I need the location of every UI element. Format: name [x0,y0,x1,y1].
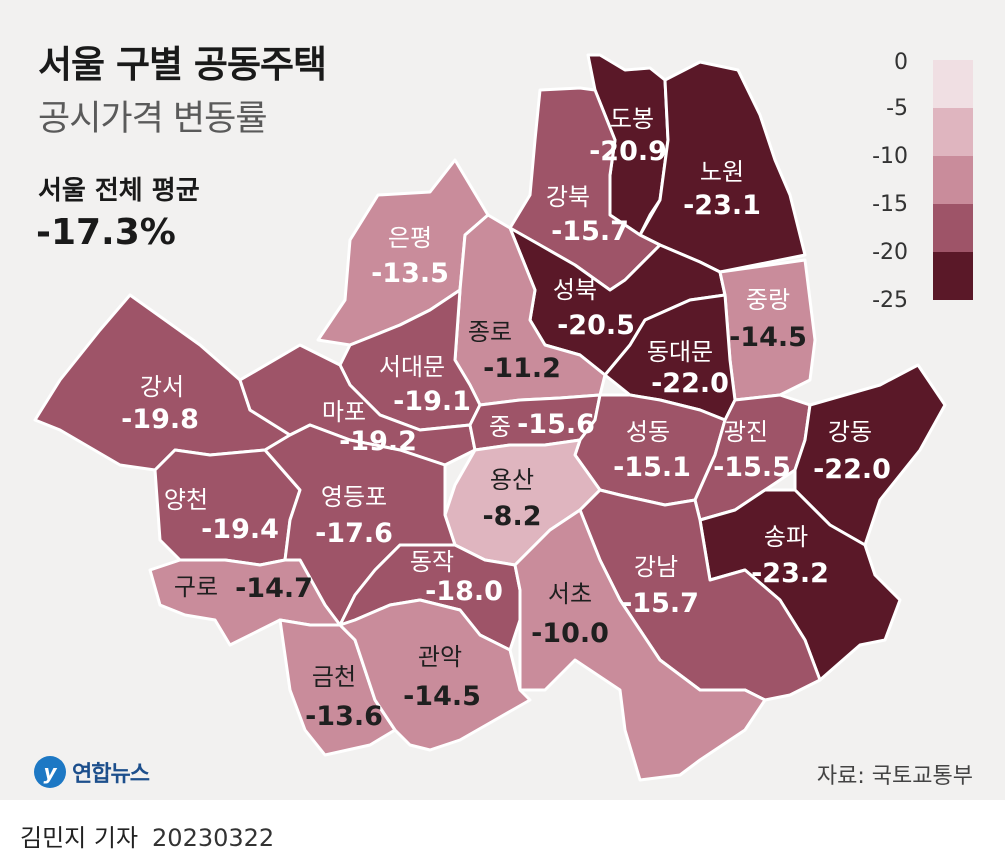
legend-tick: -20 [872,240,908,265]
byline: 김민지 기자 20230322 [20,818,274,853]
yonhap-logo-text: 연합뉴스 [72,762,150,787]
district-value: -14.5 [729,322,807,353]
district-value: -15.1 [613,452,691,483]
district-name: 구로 [174,573,218,601]
district-name: 마포 [322,398,366,426]
district-value: -11.2 [483,353,561,384]
district-name: 용산 [490,466,534,494]
average-value: -17.3% [36,212,176,253]
legend-tick: -15 [872,192,908,217]
district-value: -15.7 [621,588,699,619]
legend-tick: -10 [872,144,908,169]
district-value: -23.1 [683,190,761,221]
byline-author: 김민지 기자 [20,824,139,852]
district-name: 강서 [140,373,184,401]
district-value: -18.0 [425,576,503,607]
district-name: 성동 [626,418,670,446]
district-name: 노원 [700,158,744,186]
district-name: 중 [489,413,511,441]
district-region-gwanak [338,598,532,752]
district-name: 강북 [546,183,590,211]
district-value: -20.5 [557,310,635,341]
district-value: -10.0 [531,618,609,649]
district-name: 광진 [724,418,768,446]
district-value: -15.6 [517,409,595,440]
legend-swatch [933,108,973,156]
color-legend: 0 -5 -10 -15 -20 -25 [872,50,978,320]
district-value: -19.8 [121,404,199,435]
district-value: -19.4 [201,514,279,545]
district-value: -13.6 [305,701,383,732]
average-label: 서울 전체 평균 [38,176,200,206]
seoul-district-map: 도봉 -20.9 노원 -23.1 강북 -15.7 은평 -13.5 성북 -… [33,53,947,782]
district-value: -22.0 [651,368,729,399]
district-name: 은평 [388,224,432,252]
legend-swatch [933,60,973,108]
legend-swatch [933,252,973,300]
legend-swatch [933,156,973,204]
district-value: -23.2 [751,558,829,589]
district-name: 서대문 [379,353,445,381]
district-name: 성북 [553,276,597,304]
legend-tick: -5 [886,96,908,121]
legend-swatch [933,204,973,252]
yonhap-logo: y 연합뉴스 [34,752,150,792]
district-value: -14.7 [235,573,313,604]
district-region-nowon [638,60,807,274]
source-note: 자료: 국토교통부 [816,764,973,789]
district-name: 동대문 [647,338,713,366]
district-value: -14.5 [403,681,481,712]
district-region-gangdong [793,363,947,547]
district-name: 금천 [312,663,356,691]
page-subtitle: 공시가격 변동률 [38,99,268,139]
district-name: 강남 [634,553,678,581]
district-value: -13.5 [371,258,449,289]
page-title: 서울 구별 공동주택 [38,43,327,86]
byline-date: 20230322 [152,824,275,852]
district-value: -22.0 [813,454,891,485]
district-name: 종로 [468,318,512,346]
district-value: -19.1 [393,386,471,417]
district-value: -20.9 [589,136,667,167]
district-name: 중랑 [746,286,790,314]
district-region-seocho [513,508,767,782]
district-name: 양천 [164,486,208,514]
legend-tick: 0 [894,50,908,75]
district-name: 동작 [410,548,454,576]
district-name: 영등포 [321,483,387,511]
district-labels: 도봉 -20.9 노원 -23.1 강북 -15.7 은평 -13.5 성북 -… [121,105,891,732]
district-value: -17.6 [315,518,393,549]
district-value: -15.5 [713,452,791,483]
district-name: 서초 [548,580,592,608]
yonhap-logo-icon: y [34,756,66,788]
district-value: -8.2 [482,501,541,532]
district-name: 강동 [828,418,872,446]
district-name: 송파 [764,523,808,551]
legend-tick: -25 [872,288,908,313]
district-name: 도봉 [610,105,654,133]
district-name: 관악 [418,643,462,671]
district-value: -19.2 [339,426,417,457]
district-value: -15.7 [551,216,629,247]
